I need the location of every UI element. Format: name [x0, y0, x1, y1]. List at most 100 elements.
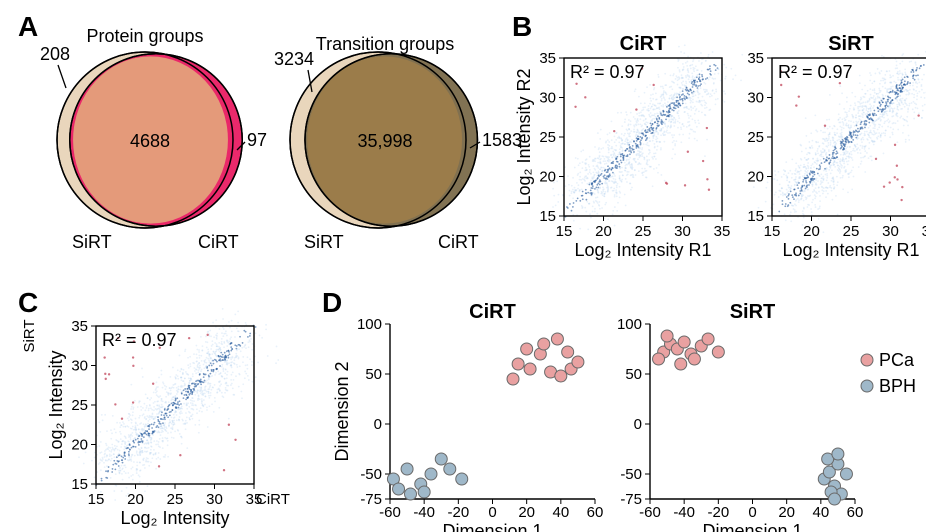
- venn-left-only-left: 208: [40, 44, 70, 64]
- point-bph: [418, 486, 430, 498]
- venn-right-label-right: CiRT: [438, 232, 479, 252]
- point-bph: [840, 468, 852, 480]
- xtick: 15: [556, 223, 573, 240]
- point-bph: [401, 463, 413, 475]
- xtick: 60: [587, 504, 604, 521]
- venn-title-protein: Protein groups: [86, 26, 203, 46]
- ytick: 100: [357, 316, 382, 333]
- xtick: -60: [379, 504, 401, 521]
- venn-right-label-left: CiRT: [198, 232, 239, 252]
- point-bph: [393, 483, 405, 495]
- point-pca: [562, 346, 574, 358]
- point-bph: [425, 468, 437, 480]
- panel-label-d: D: [322, 287, 342, 318]
- ytick: -75: [620, 491, 642, 508]
- ytick: 15: [539, 208, 556, 225]
- legend-label-BPH: BPH: [879, 376, 916, 396]
- ytick: 35: [747, 50, 764, 67]
- venn-left-label-left: SiRT: [72, 232, 112, 252]
- ytick: 25: [539, 129, 556, 146]
- d-ylabel: Dimension 2: [332, 361, 352, 461]
- panel-b-plot-0: CiRT15152020252530303535Log₂ Intensity R…: [514, 33, 743, 260]
- xtick: 0: [488, 504, 496, 521]
- ytick: 30: [747, 90, 764, 107]
- ytick: 25: [747, 129, 764, 146]
- point-bph: [456, 473, 468, 485]
- panel-d-plot-0: CiRT-60-40-200204060-75-50050100Dimensio…: [332, 301, 603, 532]
- legend-marker-BPH: [861, 380, 873, 392]
- xlabel: Log₂ Intensity: [120, 508, 229, 528]
- ylabel: Log₂ Intensity: [46, 350, 66, 459]
- plot-title: CiRT: [620, 33, 667, 55]
- ytick: 30: [71, 358, 88, 375]
- ytick: 15: [747, 208, 764, 225]
- r2-text: R² = 0.97: [570, 62, 645, 82]
- point-bph: [829, 493, 841, 505]
- ytick: 15: [71, 476, 88, 493]
- ytick: -50: [360, 466, 382, 483]
- ytick: 0: [634, 416, 642, 433]
- point-pca: [688, 353, 700, 365]
- point-pca: [653, 353, 665, 365]
- xtick: -40: [673, 504, 695, 521]
- xtick: 20: [518, 504, 535, 521]
- xtick: 40: [552, 504, 569, 521]
- point-bph: [832, 448, 844, 460]
- point-pca: [678, 336, 690, 348]
- xtick: 25: [635, 223, 652, 240]
- ytick: 25: [71, 397, 88, 414]
- legend-label-PCa: PCa: [879, 350, 915, 370]
- xtick: 25: [843, 223, 860, 240]
- xtick: -60: [639, 504, 661, 521]
- panel-label-c: C: [18, 287, 38, 318]
- ytick: 0: [374, 416, 382, 433]
- xtick: 25: [167, 491, 184, 508]
- point-pca: [702, 333, 714, 345]
- point-pca: [572, 356, 584, 368]
- d-xlabel: Dimension 1: [702, 521, 802, 532]
- xtick: 20: [778, 504, 795, 521]
- ytick: 100: [617, 316, 642, 333]
- ytick: 20: [539, 169, 556, 186]
- ytick: -75: [360, 491, 382, 508]
- point-bph: [405, 488, 417, 500]
- d-title: CiRT: [469, 301, 516, 323]
- venn-overlap-left: 4688: [130, 131, 170, 151]
- point-pca: [521, 343, 533, 355]
- xtick: 30: [206, 491, 223, 508]
- point-pca: [661, 330, 673, 342]
- panel-label-b: B: [512, 11, 532, 42]
- ylabel: Log₂ Intensity R2: [514, 68, 534, 205]
- xtick: -20: [447, 504, 469, 521]
- venn-right-only-left: 97: [247, 130, 267, 150]
- point-pca: [555, 370, 567, 382]
- xtick: -20: [707, 504, 729, 521]
- xtick: 20: [595, 223, 612, 240]
- point-pca: [512, 358, 524, 370]
- xtick: 15: [764, 223, 781, 240]
- venn-left-label-right: SiRT: [304, 232, 344, 252]
- c-xlabel-side: CiRT: [256, 491, 290, 508]
- xtick: 20: [803, 223, 820, 240]
- point-pca: [551, 333, 563, 345]
- legend-marker-PCa: [861, 354, 873, 366]
- xtick: 30: [882, 223, 899, 240]
- ytick: 35: [539, 50, 556, 67]
- r2-text-c: R² = 0.97: [102, 330, 177, 350]
- xtick: 60: [847, 504, 864, 521]
- point-pca: [538, 338, 550, 350]
- xtick: 30: [674, 223, 691, 240]
- ytick: 50: [365, 366, 382, 383]
- venn-title-transition: Transition groups: [316, 34, 454, 54]
- d-xlabel: Dimension 1: [442, 521, 542, 532]
- point-bph: [444, 463, 456, 475]
- venn-overlap-right: 35,998: [357, 131, 412, 151]
- panel-b-plot-1: SiRT1520253035Log₂ Intensity R1152025303…: [747, 33, 926, 260]
- panel-label-a: A: [18, 11, 38, 42]
- d-title: SiRT: [730, 301, 776, 323]
- xtick: 35: [714, 223, 731, 240]
- xtick: 15: [88, 491, 105, 508]
- xtick: 20: [127, 491, 144, 508]
- point-pca: [712, 346, 724, 358]
- ytick: 50: [625, 366, 642, 383]
